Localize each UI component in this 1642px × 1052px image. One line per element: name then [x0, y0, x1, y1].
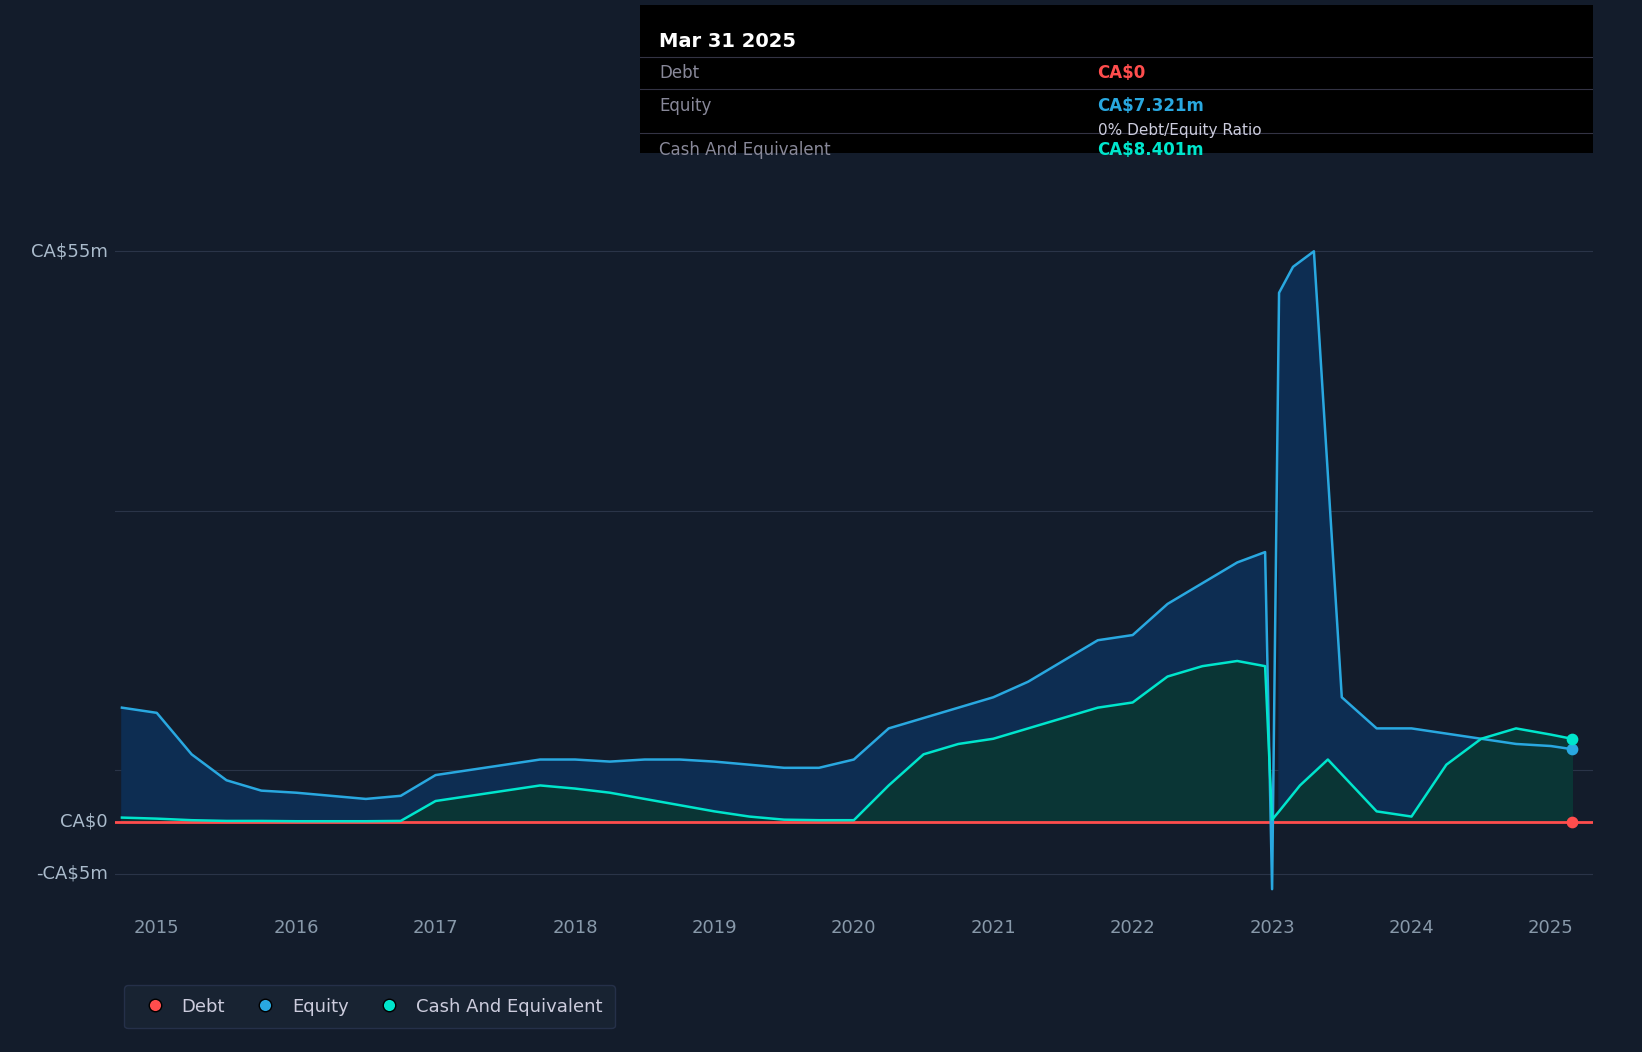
Text: CA$0: CA$0: [1097, 64, 1146, 82]
Text: Cash And Equivalent: Cash And Equivalent: [660, 141, 831, 159]
Point: [1558, 730, 1585, 747]
Legend: Debt, Equity, Cash And Equivalent: Debt, Equity, Cash And Equivalent: [123, 985, 614, 1028]
Point: [1558, 741, 1585, 757]
Point: [1558, 813, 1585, 830]
Text: Mar 31 2025: Mar 31 2025: [660, 32, 796, 50]
Text: Equity: Equity: [660, 97, 711, 115]
Text: CA$55m: CA$55m: [31, 242, 108, 260]
Text: CA$8.401m: CA$8.401m: [1097, 141, 1204, 159]
Text: CA$7.321m: CA$7.321m: [1097, 97, 1204, 115]
Text: Debt: Debt: [660, 64, 699, 82]
Text: CA$0: CA$0: [59, 813, 108, 831]
Text: -CA$5m: -CA$5m: [36, 865, 108, 883]
Text: 0% Debt/Equity Ratio: 0% Debt/Equity Ratio: [1097, 123, 1261, 138]
